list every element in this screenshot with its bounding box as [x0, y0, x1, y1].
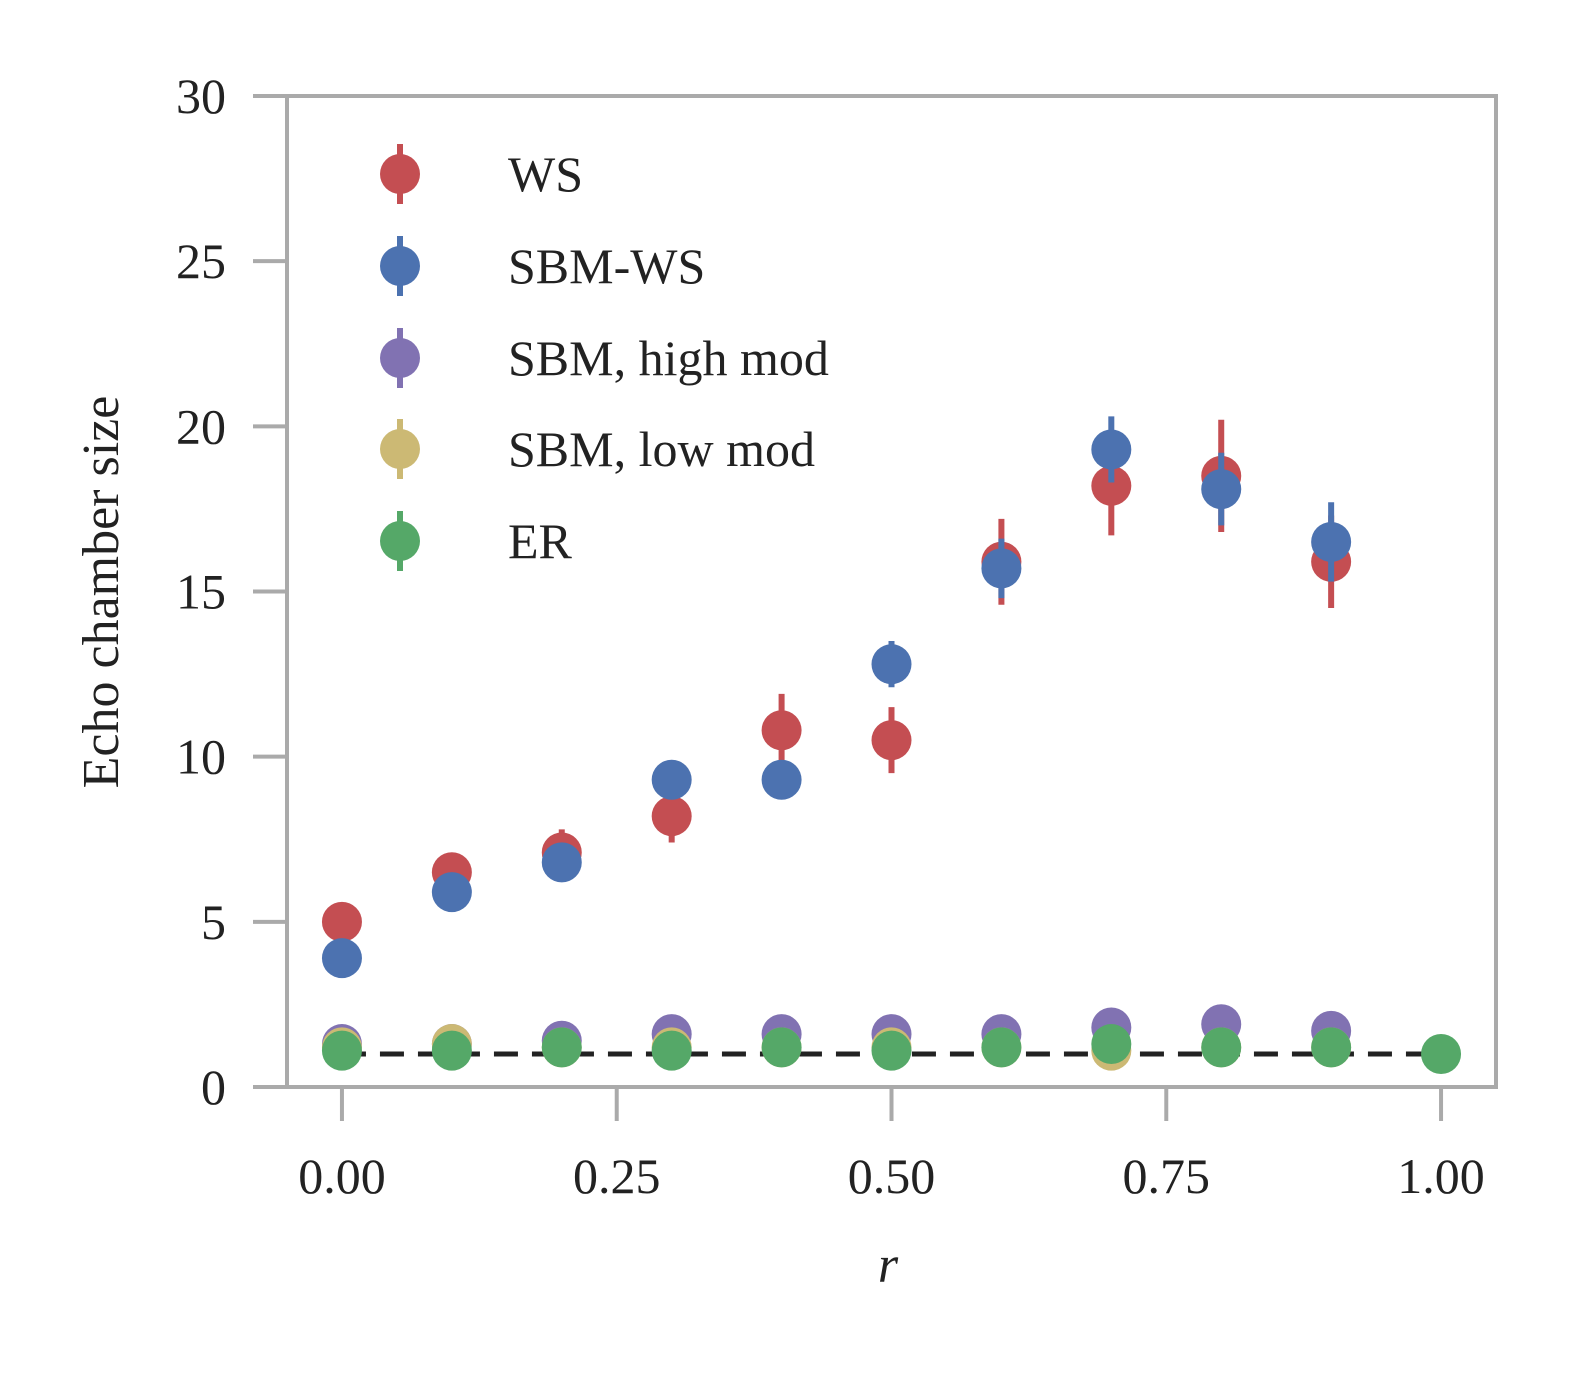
data-point — [1311, 521, 1352, 562]
data-point — [541, 842, 582, 883]
series-er — [321, 1024, 1462, 1074]
y-axis: 0 5 10 15 20 25 30 — [176, 68, 285, 1115]
plot-frame — [285, 94, 1498, 1089]
legend-item: SBM, low mod — [380, 419, 815, 479]
data-point — [871, 1030, 912, 1071]
series-sbm-low-mod — [321, 1024, 1352, 1071]
x-tick-label: 0.75 — [1123, 1148, 1211, 1204]
legend-label: SBM, low mod — [508, 421, 815, 477]
data-point — [871, 720, 912, 761]
data-point — [761, 710, 802, 751]
legend: WS SBM-WS SBM, high mod SBM, low mod ER — [380, 144, 829, 571]
legend-label: ER — [508, 513, 573, 569]
legend-item: ER — [380, 511, 573, 571]
x-tick-label: 0.25 — [573, 1148, 661, 1204]
y-tick-label: 20 — [176, 398, 226, 454]
y-tick-label: 25 — [176, 233, 226, 289]
data-point — [1311, 1027, 1352, 1068]
data-point — [1091, 465, 1132, 506]
legend-marker — [380, 154, 420, 194]
legend-label: WS — [508, 146, 583, 202]
x-tick-label: 0.50 — [848, 1148, 936, 1204]
x-tick-label: 1.00 — [1397, 1148, 1485, 1204]
data-point — [1201, 1027, 1242, 1068]
data-point — [541, 1027, 582, 1068]
legend-item: WS — [380, 144, 583, 204]
legend-marker — [380, 521, 420, 561]
data-point — [761, 759, 802, 800]
data-point — [321, 938, 362, 979]
data-point — [1421, 1033, 1462, 1074]
data-point — [651, 796, 692, 837]
y-axis-label: Echo chamber size — [73, 396, 130, 789]
y-tick-label: 0 — [201, 1059, 226, 1115]
x-axis-label: r — [878, 1237, 899, 1294]
legend-marker — [380, 338, 420, 378]
data-point — [981, 548, 1022, 589]
legend-marker — [380, 429, 420, 469]
data-point — [1091, 429, 1132, 470]
x-axis: 0.00 0.25 0.50 0.75 1.00 — [298, 1089, 1485, 1204]
data-point — [651, 759, 692, 800]
y-tick-label: 15 — [176, 564, 226, 620]
series-sbm-ws — [321, 416, 1352, 979]
legend-marker — [380, 246, 420, 286]
data-point — [431, 1030, 472, 1071]
x-tick-label: 0.00 — [298, 1148, 386, 1204]
legend-label: SBM-WS — [508, 238, 705, 294]
data-point — [321, 1030, 362, 1071]
data-points-layer — [321, 416, 1462, 1074]
data-point — [431, 872, 472, 913]
plot-border — [285, 94, 1498, 1089]
data-point — [1091, 1024, 1132, 1065]
data-point — [1201, 469, 1242, 510]
data-point — [761, 1027, 802, 1068]
series-ws — [321, 419, 1352, 942]
data-point — [871, 644, 912, 685]
legend-item: SBM, high mod — [380, 328, 829, 388]
y-tick-label: 30 — [176, 68, 226, 124]
legend-label: SBM, high mod — [508, 330, 829, 386]
data-point — [651, 1030, 692, 1071]
data-point — [321, 901, 362, 942]
y-tick-label: 5 — [201, 894, 226, 950]
y-tick-label: 10 — [176, 729, 226, 785]
legend-item: SBM-WS — [380, 236, 705, 296]
data-point — [981, 1027, 1022, 1068]
